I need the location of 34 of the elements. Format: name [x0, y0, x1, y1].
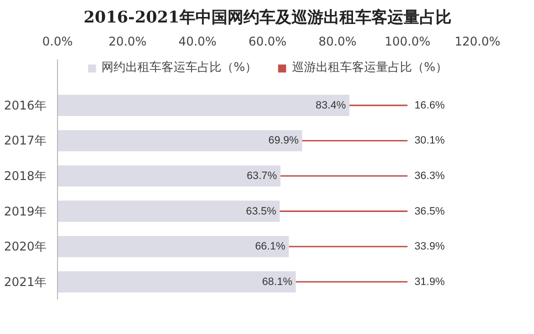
y-tick-label: 2016年 [4, 98, 47, 112]
x-tick-label: 0.0% [42, 34, 73, 48]
data-label: 63.5% [246, 205, 277, 218]
y-tick-label: 2017年 [4, 134, 47, 148]
y-tick-label: 2019年 [4, 204, 47, 218]
data-label: 16.6% [414, 99, 446, 112]
data-label: 83.4% [316, 99, 346, 112]
data-label: 68.1% [262, 276, 293, 288]
bar [58, 200, 280, 222]
bar [58, 165, 280, 187]
data-label: 36.5% [414, 205, 446, 218]
data-label: 33.9% [414, 240, 446, 253]
x-tick-label: 40.0% [178, 34, 217, 48]
bar [58, 130, 302, 152]
y-tick-label: 2018年 [4, 168, 47, 183]
x-tick-label: 80.0% [318, 34, 357, 48]
x-tick-label: 120.0% [454, 34, 500, 48]
chart-title: 2016-2021年中国网约车及巡游出租车客运量占比 [84, 8, 452, 26]
data-label: 66.1% [255, 240, 286, 253]
data-label: 69.9% [268, 134, 300, 147]
bar [58, 236, 289, 258]
data-label: 36.3% [414, 170, 446, 182]
x-tick-label: 100.0% [384, 34, 430, 48]
data-label: 63.7% [246, 170, 278, 182]
y-tick-label: 2020年 [4, 240, 47, 254]
bar [58, 94, 350, 116]
x-tick-label: 60.0% [248, 34, 287, 48]
bar [58, 271, 296, 292]
legend-label: 网约出租车客运车占比（%） [102, 59, 257, 76]
data-label: 31.9% [414, 276, 446, 288]
data-label: 30.1% [414, 134, 446, 147]
x-tick-label: 20.0% [108, 34, 147, 48]
legend-label: 巡游出租车客运量占比（%） [292, 59, 448, 76]
y-tick-label: 2021年 [4, 274, 47, 289]
